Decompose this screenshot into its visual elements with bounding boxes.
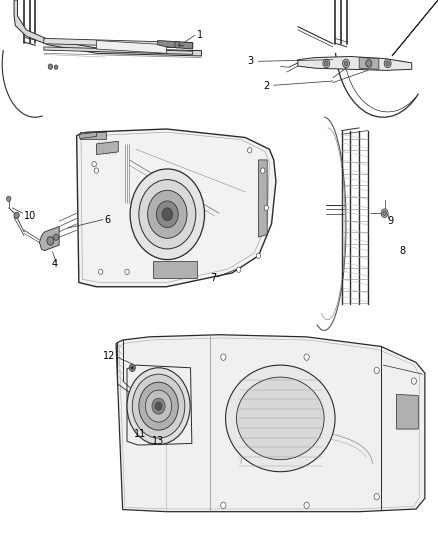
Circle shape [7,196,11,201]
Circle shape [127,368,190,445]
Circle shape [261,168,265,173]
Polygon shape [44,47,193,54]
Circle shape [54,65,58,69]
Polygon shape [14,0,201,56]
Circle shape [247,148,252,153]
Circle shape [132,374,185,438]
Circle shape [366,61,370,66]
Circle shape [221,354,226,360]
Circle shape [162,208,173,221]
Polygon shape [298,56,412,70]
Circle shape [237,267,241,272]
Text: 9: 9 [388,216,394,226]
Circle shape [14,212,19,219]
Circle shape [264,205,268,211]
Circle shape [323,59,330,68]
Text: 1: 1 [197,30,203,39]
Circle shape [344,61,348,66]
Polygon shape [153,261,197,278]
Circle shape [139,180,196,249]
Circle shape [155,402,162,410]
Text: 13: 13 [152,436,164,446]
Text: 7: 7 [210,273,216,283]
Polygon shape [396,394,418,429]
Text: 4: 4 [52,259,58,269]
Circle shape [256,253,261,259]
Polygon shape [392,0,438,56]
Circle shape [92,161,96,167]
Text: 8: 8 [399,246,405,255]
Polygon shape [258,160,267,237]
Circle shape [374,367,379,374]
Circle shape [381,209,388,217]
Text: 10: 10 [24,211,36,221]
Ellipse shape [237,377,324,459]
Circle shape [343,59,350,68]
Circle shape [130,169,205,260]
Polygon shape [158,41,193,49]
Circle shape [384,59,391,68]
Circle shape [386,61,389,66]
Circle shape [156,201,178,228]
Circle shape [48,64,53,69]
Text: 2: 2 [263,82,269,91]
Circle shape [411,378,417,384]
Polygon shape [39,227,59,251]
Circle shape [53,234,59,240]
Circle shape [175,42,180,48]
Circle shape [221,502,226,508]
Polygon shape [77,129,276,287]
Circle shape [304,354,309,360]
Circle shape [131,366,134,369]
Circle shape [364,59,371,68]
Circle shape [145,390,172,422]
Circle shape [94,168,99,173]
Circle shape [383,211,386,215]
Circle shape [366,60,372,67]
Circle shape [129,364,135,372]
Text: 12: 12 [103,351,116,360]
Text: 3: 3 [247,56,254,66]
FancyBboxPatch shape [80,132,106,139]
Circle shape [148,190,187,238]
Circle shape [139,382,178,430]
Polygon shape [359,58,379,69]
Circle shape [325,61,328,66]
Circle shape [374,494,379,500]
Circle shape [304,502,309,508]
Polygon shape [96,41,166,53]
Circle shape [99,269,103,274]
Polygon shape [44,38,193,48]
Text: 6: 6 [104,215,110,224]
Circle shape [47,237,54,245]
Circle shape [152,398,165,414]
Polygon shape [96,141,118,155]
Polygon shape [116,335,425,512]
Polygon shape [80,132,96,139]
Text: 11: 11 [134,430,146,439]
Ellipse shape [226,365,335,472]
Circle shape [125,269,129,274]
